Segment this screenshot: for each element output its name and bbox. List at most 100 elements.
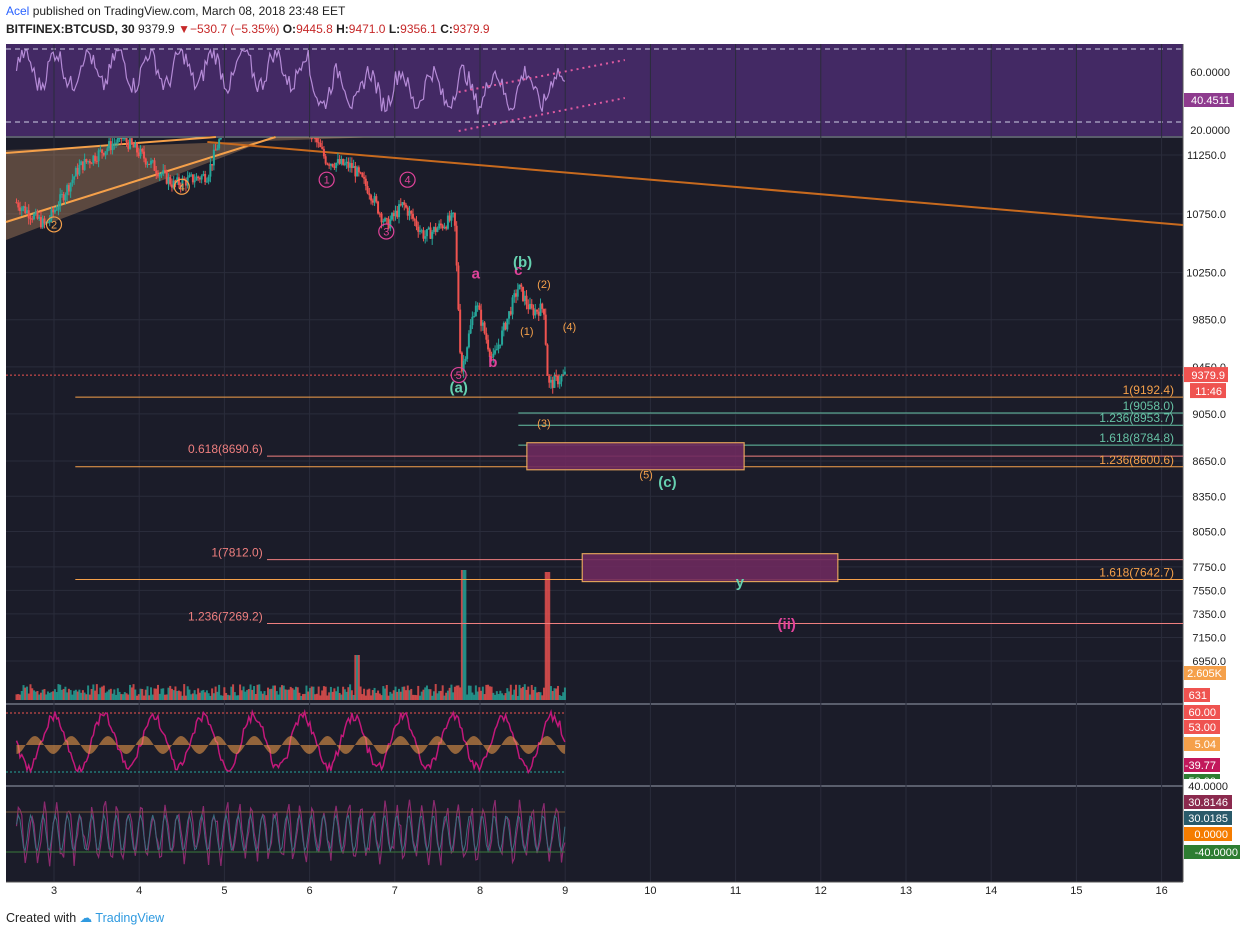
publish-line: Acel published on TradingView.com, March… (6, 4, 345, 18)
candle-body (363, 176, 366, 179)
volume-bar (446, 690, 449, 700)
volume-bar (300, 695, 303, 700)
volume-bar (511, 694, 514, 700)
candle-body (368, 193, 371, 196)
volume-bar (420, 691, 423, 700)
volume-bar (555, 688, 558, 700)
volume-bar (473, 694, 476, 700)
candle-body (137, 152, 140, 157)
author-link[interactable]: Acel (6, 4, 30, 18)
volume-bar (69, 690, 72, 700)
volume-bar (181, 695, 184, 700)
low-value: 9356.1 (400, 22, 437, 36)
volume-bar (455, 685, 458, 700)
osc2-badge (1184, 845, 1240, 859)
candle-body (504, 322, 507, 330)
candle-body (549, 379, 552, 383)
candle-body (335, 162, 338, 168)
fib-level-label: 1.618(7642.7) (1099, 565, 1174, 579)
candle-body (432, 226, 435, 232)
candle-body (411, 213, 414, 219)
candle-body (155, 170, 158, 174)
candle-body (118, 138, 121, 139)
fib-level-label: 1.618(8784.8) (1099, 431, 1174, 445)
volume-bar (464, 570, 467, 700)
candle-body (104, 151, 107, 156)
osc2-badge (1184, 811, 1232, 825)
volume-bar (205, 690, 208, 700)
osc2-value-label: 30.0185 (1188, 813, 1228, 825)
rsi-channel-lower (458, 97, 626, 132)
volume-bar (81, 690, 84, 700)
volume-bar (392, 690, 395, 700)
candle-body (457, 265, 460, 310)
candle-body (371, 200, 374, 203)
candle-body (115, 142, 118, 144)
volume-bar (129, 684, 132, 700)
osc1-value-label: 5.04 (1195, 739, 1216, 751)
candle-body (111, 143, 114, 151)
price-tick-label: 8050.0 (1192, 527, 1226, 539)
volume-bar (221, 695, 224, 700)
volume-bar (57, 684, 60, 700)
volume-bar (317, 686, 320, 700)
candle-body (349, 163, 352, 168)
candle-body (174, 180, 177, 183)
volume-bar (494, 694, 497, 700)
tradingview-logo-icon[interactable]: ☁ (79, 911, 93, 925)
volume-bar (513, 689, 516, 700)
volume-bar (453, 686, 456, 700)
volume-bar (226, 694, 229, 700)
volume-bar (434, 684, 437, 700)
volume-bar (188, 689, 191, 700)
volume-bar (97, 694, 100, 700)
candle-body (136, 143, 139, 153)
volume-bar (450, 684, 453, 700)
wave-label: 4 (179, 182, 185, 194)
candle-body (80, 161, 83, 165)
x-tick-label: 5 (221, 885, 227, 897)
volume-bar (52, 691, 55, 700)
candle-body (184, 179, 187, 186)
tradingview-brand-link[interactable]: TradingView (95, 911, 165, 925)
candle-body (95, 161, 98, 163)
candle-body (494, 350, 497, 354)
candle-body (134, 143, 137, 148)
volume-bar (483, 694, 486, 700)
candle-body (85, 158, 88, 163)
candle-body (415, 220, 418, 227)
x-tick-label: 9 (562, 885, 568, 897)
volume-bar (118, 691, 121, 700)
candle-body (481, 322, 484, 326)
candle-body (436, 228, 439, 232)
osc1-badge (1184, 758, 1220, 772)
candle-body (193, 180, 196, 183)
candle-body (177, 177, 180, 185)
candle-body (467, 333, 470, 348)
candle-body (523, 295, 526, 301)
candle-body (453, 212, 456, 226)
candle-body (156, 173, 159, 177)
volume-bar (551, 691, 554, 700)
volume-bar (508, 691, 511, 700)
volume-bar (158, 693, 161, 700)
volume-bar (15, 694, 18, 700)
volume-bar (541, 695, 544, 700)
wave-label: 3 (383, 226, 389, 238)
candle-body (38, 217, 41, 219)
volume-bar (279, 687, 282, 700)
candle-body (127, 142, 130, 149)
volume-bar (532, 689, 535, 700)
candle-body (455, 225, 458, 266)
volume-bar (333, 688, 336, 700)
volume-bar (251, 689, 254, 700)
candle-body (25, 210, 28, 214)
candle-body (27, 210, 30, 219)
candle-body (391, 213, 394, 220)
volume-bar (19, 694, 22, 700)
candle-body (209, 164, 212, 177)
candle-body (24, 206, 27, 214)
candle-body (60, 194, 63, 196)
candle-body (448, 215, 451, 221)
